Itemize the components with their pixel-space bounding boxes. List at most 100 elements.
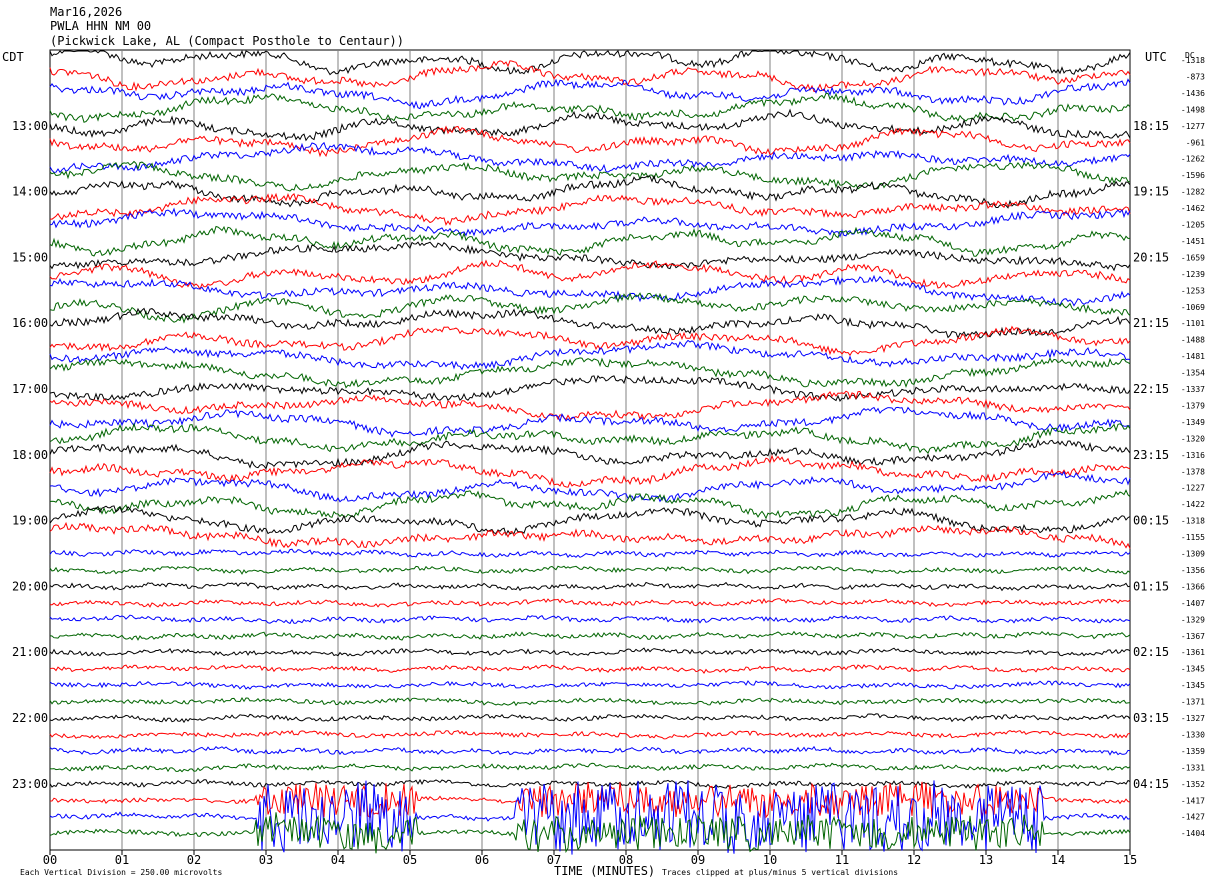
local-hour-label: 14:00 <box>12 185 48 199</box>
dc-offset-value: -1354 <box>1181 369 1205 378</box>
dc-offset-value: -1205 <box>1181 221 1205 230</box>
dc-offset-value: -1404 <box>1181 829 1205 838</box>
dc-offset-value: -1239 <box>1181 270 1205 279</box>
dc-offset-value: -1337 <box>1181 385 1205 394</box>
dc-offset-value: -1488 <box>1181 336 1205 345</box>
x-tick-label: 04 <box>331 853 345 867</box>
dc-offset-value: -1356 <box>1181 566 1205 575</box>
dc-offset-value: -1427 <box>1181 813 1205 822</box>
dc-offset-value: -1366 <box>1181 582 1205 591</box>
dc-offset-value: -1349 <box>1181 418 1205 427</box>
trace-line <box>49 422 1131 454</box>
trace-line <box>49 259 1131 291</box>
dc-offset-value: -1462 <box>1181 204 1205 213</box>
x-tick-label: 02 <box>187 853 201 867</box>
x-tick-label: 15 <box>1123 853 1137 867</box>
seismic-traces <box>49 49 1131 855</box>
trace-line <box>49 647 1131 657</box>
trace-line <box>49 630 1131 641</box>
trace-line <box>49 664 1131 675</box>
dc-offset-value: -1378 <box>1181 467 1205 476</box>
trace-line <box>49 812 1131 854</box>
dc-offset-value: -1320 <box>1181 434 1205 443</box>
dc-offset-value: -1155 <box>1181 533 1205 542</box>
x-tick-label: 03 <box>259 853 273 867</box>
trace-line <box>49 565 1131 575</box>
x-tick-label: 08 <box>619 853 633 867</box>
local-hour-label: 19:00 <box>12 514 48 528</box>
footer-clip-note: Traces clipped at plus/minus 5 vertical … <box>662 868 898 877</box>
right-hour-labels: 18:15 19:15 20:15 21:15 22:15 23:15 00:15 01:15… <box>1133 119 1169 791</box>
x-tick-label: 10 <box>763 853 777 867</box>
dc-offset-value: -1379 <box>1181 401 1205 410</box>
trace-line <box>49 505 1131 537</box>
dc-offset-value: -1422 <box>1181 500 1205 509</box>
header-date: Mar16,2026 <box>50 5 122 19</box>
dc-offset-value: -1101 <box>1181 319 1205 328</box>
dc-offset-value: -1352 <box>1181 780 1205 789</box>
trace-line <box>49 614 1131 625</box>
trace-line <box>49 438 1131 470</box>
x-tick-label: 12 <box>907 853 921 867</box>
dc-offset-value: -1327 <box>1181 714 1205 723</box>
dc-offset-value: -1309 <box>1181 550 1205 559</box>
trace-line <box>49 192 1131 226</box>
dc-offset-value: -1331 <box>1181 763 1205 772</box>
trace-line <box>49 406 1131 438</box>
utc-hour-label: 00:15 <box>1133 514 1169 528</box>
utc-hour-label: 19:15 <box>1133 185 1169 199</box>
utc-hour-label: 23:15 <box>1133 448 1169 462</box>
trace-line <box>49 274 1131 307</box>
trace-line <box>49 454 1131 488</box>
dc-offset-value: -1359 <box>1181 747 1205 756</box>
x-tick-label: 13 <box>979 853 993 867</box>
dc-offset-value: -1318 <box>1181 56 1205 65</box>
x-tick-label: 00 <box>43 853 57 867</box>
dc-offset-value: -1596 <box>1181 171 1205 180</box>
trace-line <box>49 390 1131 421</box>
right-zone-label: UTC <box>1145 50 1167 64</box>
dc-offset-value: -1253 <box>1181 286 1205 295</box>
trace-line <box>49 375 1131 403</box>
x-tick-label: 09 <box>691 853 705 867</box>
trace-line <box>49 548 1131 558</box>
dc-offset-value: -1481 <box>1181 352 1205 361</box>
trace-line <box>49 325 1131 357</box>
x-tick-label: 07 <box>547 853 561 867</box>
x-tick-label: 06 <box>475 853 489 867</box>
trace-line <box>50 781 1131 819</box>
x-tick-label: 05 <box>403 853 417 867</box>
trace-line <box>49 762 1131 773</box>
footer-scale-note: Each Vertical Division = 250.00 microvol… <box>20 868 222 877</box>
dc-offset-value: -1330 <box>1181 730 1205 739</box>
dc-offset-value: -1277 <box>1181 122 1205 131</box>
trace-line <box>49 581 1131 592</box>
trace-line <box>49 729 1131 740</box>
header-location: (Pickwick Lake, AL (Compact Posthole to … <box>50 34 404 48</box>
trace-line <box>49 307 1131 340</box>
local-hour-label: 15:00 <box>12 250 48 264</box>
dc-offset-value: -1367 <box>1181 632 1205 641</box>
left-hour-labels: 13:00 14:00 15:00 16:00 17:00 18:00 19:00 20:00… <box>12 119 48 791</box>
dc-offset-value: -1371 <box>1181 698 1205 707</box>
trace-line <box>49 778 1131 789</box>
dc-offset-value: -1436 <box>1181 89 1205 98</box>
trace-line <box>49 125 1131 158</box>
header-station: PWLA HHN NM 00 <box>50 19 151 33</box>
dc-offset-value: -1498 <box>1181 105 1205 114</box>
trace-line <box>49 78 1131 110</box>
local-hour-label: 16:00 <box>12 316 48 330</box>
trace-line <box>49 160 1131 192</box>
dc-offset-value: -1345 <box>1181 681 1205 690</box>
trace-line <box>49 225 1130 257</box>
trace-line <box>49 598 1131 608</box>
trace-line <box>49 713 1131 724</box>
dc-offset-value: -873 <box>1186 72 1205 81</box>
dc-offset-value: -1345 <box>1181 665 1205 674</box>
dc-offset-value: -1282 <box>1181 188 1205 197</box>
left-zone-label: CDT <box>2 50 24 64</box>
dc-offset-value: -961 <box>1186 138 1205 147</box>
dc-offset-value: -1227 <box>1181 484 1205 493</box>
local-hour-label: 17:00 <box>12 382 48 396</box>
